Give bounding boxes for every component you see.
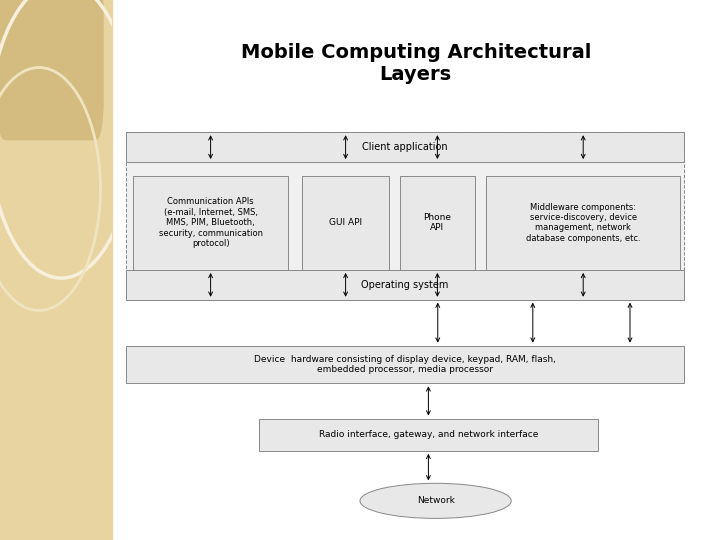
Text: Middleware components:
service-discovery, device
management, network
database co: Middleware components: service-discovery… [526, 202, 641, 243]
Ellipse shape [360, 483, 511, 518]
FancyBboxPatch shape [400, 176, 475, 270]
Text: Network: Network [417, 496, 454, 505]
FancyBboxPatch shape [486, 176, 680, 270]
FancyBboxPatch shape [259, 418, 598, 451]
FancyBboxPatch shape [126, 346, 684, 383]
Text: Communication APIs
(e-mail, Internet, SMS,
MMS, PIM, Bluetooth,
security, commun: Communication APIs (e-mail, Internet, SM… [158, 198, 263, 248]
Text: Device  hardware consisting of display device, keypad, RAM, flash,
embedded proc: Device hardware consisting of display de… [254, 355, 556, 374]
FancyBboxPatch shape [0, 0, 104, 140]
FancyBboxPatch shape [126, 132, 684, 300]
FancyBboxPatch shape [302, 176, 389, 270]
Text: GUI API: GUI API [329, 218, 362, 227]
FancyBboxPatch shape [126, 132, 684, 162]
Text: Radio interface, gateway, and network interface: Radio interface, gateway, and network in… [319, 430, 538, 439]
Text: Mobile Computing Architectural
Layers: Mobile Computing Architectural Layers [240, 43, 591, 84]
FancyBboxPatch shape [133, 176, 288, 270]
Text: Phone
API: Phone API [423, 213, 451, 232]
Text: Operating system: Operating system [361, 280, 449, 290]
Text: Client application: Client application [362, 142, 448, 152]
FancyBboxPatch shape [126, 270, 684, 300]
